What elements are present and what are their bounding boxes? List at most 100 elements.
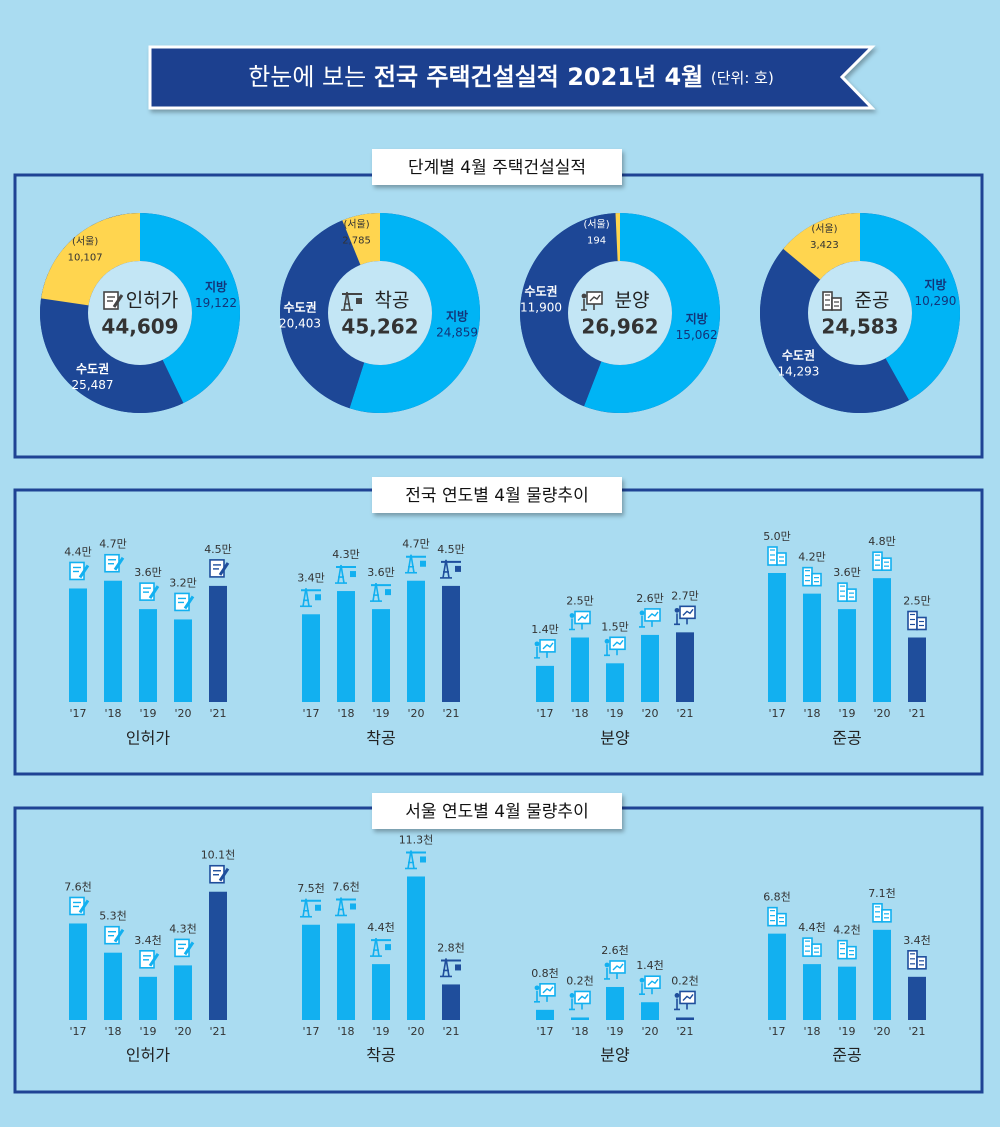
icon-part — [674, 998, 688, 1011]
donut-value-label: 25,487 — [72, 378, 114, 392]
icon-part — [183, 595, 195, 610]
icon — [604, 636, 626, 657]
donut-hole — [568, 261, 672, 365]
icon-part — [639, 610, 645, 616]
icon-part — [639, 615, 653, 628]
bar — [139, 976, 157, 1020]
icon — [604, 960, 626, 980]
x-tick-label: '21 — [908, 707, 925, 720]
icon-part — [534, 641, 540, 647]
icon-part — [218, 562, 230, 576]
chart-title: 준공 — [832, 729, 861, 748]
bar — [442, 585, 460, 702]
icon — [872, 551, 892, 571]
x-tick-label: '18 — [337, 1025, 354, 1038]
icon — [209, 864, 230, 884]
bar — [302, 924, 320, 1020]
bar — [536, 665, 554, 702]
x-tick-label: '20 — [174, 707, 191, 720]
icon — [569, 610, 591, 631]
icon-part — [385, 944, 391, 951]
bar-value-label: 4.5만 — [437, 543, 465, 556]
bar — [174, 619, 192, 702]
x-tick-label: '20 — [873, 1025, 890, 1038]
x-tick-label: '18 — [104, 1025, 121, 1038]
icon-part — [674, 613, 688, 626]
donut-category: (서울) — [72, 235, 98, 247]
icon-part — [604, 962, 610, 968]
bar — [641, 634, 659, 702]
bar — [139, 609, 157, 702]
bar — [372, 609, 390, 702]
bar-value-label: 1.5만 — [601, 620, 629, 633]
icon — [802, 566, 822, 587]
icon-part — [442, 559, 450, 579]
icon-part — [455, 964, 461, 971]
title: 한눈에 보는 전국 주택건설실적 2021년 4월 (단위: 호) — [248, 63, 774, 91]
icon-part — [113, 556, 125, 571]
icon — [639, 608, 661, 628]
donut-category: 지방 — [446, 309, 468, 324]
section-label-box — [372, 793, 622, 829]
bar — [209, 585, 227, 702]
x-tick-label: '17 — [302, 1025, 319, 1038]
icon — [174, 592, 195, 612]
donut-title: 분양 — [615, 290, 650, 312]
bar-value-label: 2.5만 — [566, 595, 594, 608]
bar — [571, 637, 589, 702]
donut-value-label: 15,062 — [676, 328, 718, 342]
icon — [674, 990, 696, 1011]
bar-value-label: 4.2만 — [798, 551, 826, 564]
x-tick-label: '17 — [768, 1025, 785, 1038]
icon-part — [577, 614, 589, 621]
chart-title: 착공 — [366, 1046, 395, 1065]
x-tick-label: '20 — [407, 1025, 424, 1038]
donut-segment — [583, 213, 720, 413]
x-tick-label: '18 — [104, 707, 121, 720]
donut-category: 수도권 — [524, 285, 557, 299]
x-tick-label: '21 — [908, 1025, 925, 1038]
bar-value-label: 7.6천 — [64, 879, 92, 893]
icon-part — [846, 945, 857, 960]
icon-part — [442, 958, 450, 977]
icon — [674, 605, 696, 626]
bar — [69, 923, 87, 1020]
donut-value-label: 194 — [587, 235, 606, 246]
icon — [104, 553, 125, 573]
icon-part — [577, 994, 589, 1001]
donut-hole — [808, 261, 912, 365]
icon-part — [846, 588, 857, 602]
icon-part — [674, 993, 680, 998]
icon — [767, 546, 787, 566]
icon-part — [604, 644, 618, 657]
bar-value-label: 3.6만 — [833, 566, 861, 579]
donut-category: 지방 — [924, 277, 946, 292]
icon-part — [343, 291, 351, 311]
icon-part — [315, 594, 321, 601]
x-tick-label: '21 — [442, 707, 459, 720]
bar — [104, 580, 122, 702]
section-title: 전국 연도별 4월 물량추이 — [405, 486, 588, 506]
donut-hole — [88, 261, 192, 365]
icon — [300, 898, 321, 918]
donut-segment — [520, 213, 620, 407]
bar-value-label: 4.4천 — [367, 920, 395, 934]
donut-title: 착공 — [375, 290, 410, 312]
icon — [534, 983, 556, 1003]
icon — [405, 554, 426, 574]
donut-segment — [615, 213, 620, 262]
icon-part — [350, 571, 356, 578]
bar-value-label: 3.2만 — [169, 576, 197, 589]
x-tick-label: '17 — [69, 1025, 86, 1038]
icon-part — [811, 572, 822, 587]
donut-category: 수도권 — [76, 362, 109, 376]
icon-part — [534, 990, 548, 1003]
bar — [407, 580, 425, 702]
bar-value-label: 0.2천 — [671, 973, 699, 987]
bar-value-label: 7.5천 — [297, 881, 325, 895]
donut-segment — [140, 213, 240, 404]
bar-value-label: 3.4만 — [297, 571, 325, 584]
icon-part — [372, 582, 380, 602]
bar — [442, 984, 460, 1020]
